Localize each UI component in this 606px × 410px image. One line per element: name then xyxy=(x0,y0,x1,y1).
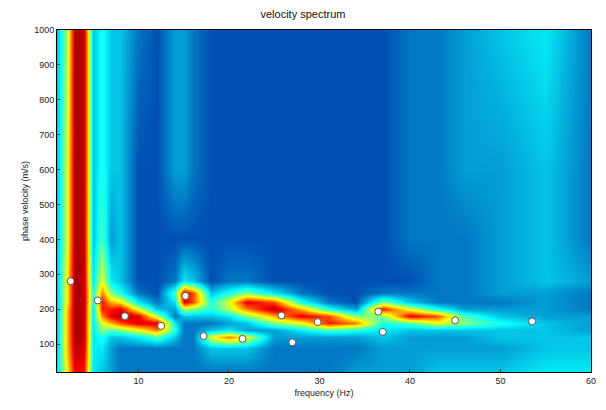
svg-text:60: 60 xyxy=(586,376,596,386)
svg-text:500: 500 xyxy=(39,200,54,210)
svg-text:200: 200 xyxy=(39,304,54,314)
svg-text:frequency (Hz): frequency (Hz) xyxy=(294,388,353,398)
svg-text:300: 300 xyxy=(39,269,54,279)
svg-text:600: 600 xyxy=(39,165,54,175)
svg-text:40: 40 xyxy=(405,376,415,386)
svg-text:phase velocity (m/s): phase velocity (m/s) xyxy=(20,161,30,241)
svg-text:50: 50 xyxy=(495,376,505,386)
svg-text:30: 30 xyxy=(314,376,324,386)
svg-text:20: 20 xyxy=(224,376,234,386)
svg-text:400: 400 xyxy=(39,235,54,245)
svg-text:1000: 1000 xyxy=(34,25,54,35)
svg-text:velocity spectrum: velocity spectrum xyxy=(261,8,346,20)
svg-text:800: 800 xyxy=(39,95,54,105)
svg-text:700: 700 xyxy=(39,130,54,140)
svg-text:10: 10 xyxy=(133,376,143,386)
svg-text:900: 900 xyxy=(39,60,54,70)
svg-text:100: 100 xyxy=(39,339,54,349)
